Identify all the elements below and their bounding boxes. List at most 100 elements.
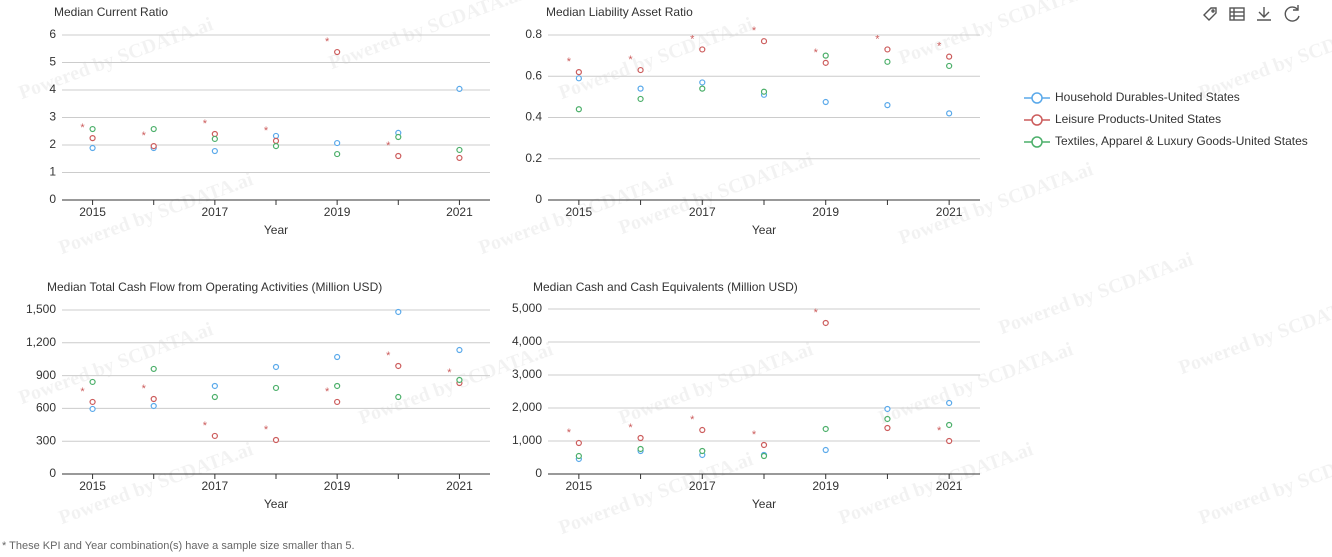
- data-point: [884, 405, 891, 413]
- y-tick-label: 2: [49, 137, 56, 151]
- sample-marker: *: [80, 122, 85, 134]
- y-tick-label: 0.2: [525, 151, 542, 165]
- sample-marker: *: [567, 56, 572, 68]
- data-point: [334, 139, 341, 147]
- data-point: [150, 395, 157, 403]
- tag-button[interactable]: [1203, 7, 1217, 21]
- data-point: [89, 378, 96, 386]
- y-tick-label: 0: [535, 466, 542, 480]
- data-point: [211, 382, 218, 390]
- data-point: [272, 132, 280, 140]
- data-point: [946, 399, 953, 407]
- watermark: Powered by SCDATA.ai: [876, 338, 1077, 429]
- data-point: [334, 48, 341, 56]
- data-point: [699, 46, 706, 53]
- refresh-button[interactable]: [1284, 5, 1300, 22]
- x-axis-label: Year: [752, 497, 776, 511]
- x-tick-label: 2021: [936, 205, 963, 219]
- chart-title: Median Liability Asset Ratio: [546, 5, 693, 19]
- x-axis-label: Year: [264, 223, 288, 237]
- x-axis-label: Year: [264, 497, 288, 511]
- sample-marker: *: [447, 367, 452, 379]
- data-point: [211, 393, 218, 401]
- data-point: [395, 308, 402, 316]
- data-point: [272, 137, 280, 144]
- data-point: [946, 110, 953, 117]
- y-tick-label: 0.8: [525, 27, 542, 41]
- sample-marker: *: [628, 422, 633, 434]
- data-point: [575, 69, 582, 76]
- toolbar: [1203, 5, 1300, 22]
- data-point: [334, 382, 341, 390]
- data-point: [211, 130, 218, 138]
- x-tick-label: 2019: [324, 205, 351, 219]
- sample-marker: *: [628, 54, 633, 66]
- x-axis-label: Year: [752, 223, 776, 237]
- data-point: [456, 376, 463, 384]
- chart-title: Median Current Ratio: [54, 5, 168, 19]
- legend-label: Textiles, Apparel & Luxury Goods-United …: [1055, 134, 1308, 148]
- data-point: [89, 125, 96, 133]
- data-point: [456, 346, 463, 354]
- sample-marker: *: [325, 386, 330, 398]
- watermark: Powered by SCDATA.ai: [1196, 438, 1332, 529]
- x-tick-label: 2015: [566, 205, 593, 219]
- data-point: [699, 447, 706, 455]
- data-point: [89, 144, 96, 152]
- legend-marker: [1031, 114, 1043, 126]
- sample-marker: *: [752, 25, 757, 37]
- watermark: Powered by SCDATA.ai: [556, 448, 757, 539]
- legend-label: Leisure Products-United States: [1055, 112, 1221, 126]
- y-tick-label: 3: [49, 110, 56, 124]
- y-tick-label: 0.4: [525, 110, 542, 124]
- legend-label: Household Durables-United States: [1055, 90, 1240, 104]
- sample-marker: *: [386, 350, 391, 362]
- y-tick-label: 0: [49, 192, 56, 206]
- data-point: [637, 95, 644, 103]
- x-tick-label: 2015: [566, 479, 593, 493]
- y-tick-label: 4,000: [512, 334, 542, 348]
- data-point: [395, 362, 402, 370]
- download-button[interactable]: [1257, 7, 1271, 21]
- sample-marker: *: [875, 33, 880, 45]
- data-point: [946, 437, 953, 445]
- data-point: [822, 319, 829, 327]
- watermark: Powered by SCDATA.ai: [616, 338, 817, 429]
- sample-marker: *: [814, 47, 819, 59]
- sample-marker: *: [937, 41, 942, 53]
- sample-marker: *: [264, 424, 269, 436]
- y-tick-label: 5: [49, 55, 56, 69]
- data-point: [946, 53, 953, 60]
- chart-title: Median Cash and Cash Equivalents (Millio…: [533, 280, 798, 294]
- data-point: [150, 125, 157, 133]
- data-point: [272, 384, 280, 392]
- x-tick-label: 2019: [812, 205, 839, 219]
- data-point: [822, 446, 829, 454]
- sample-marker: *: [80, 386, 85, 398]
- data-point: [456, 146, 463, 154]
- data-point: [760, 38, 768, 45]
- watermark: Powered by SCDATA.ai: [556, 13, 757, 104]
- y-tick-label: 600: [36, 401, 56, 415]
- table-button[interactable]: [1229, 7, 1245, 21]
- x-tick-label: 2021: [446, 205, 473, 219]
- sample-marker: *: [937, 425, 942, 437]
- data-point: [822, 425, 829, 433]
- y-tick-label: 900: [36, 368, 56, 382]
- data-point: [150, 402, 157, 410]
- watermark: Powered by SCDATA.ai: [16, 318, 217, 409]
- y-tick-label: 1,500: [26, 302, 56, 316]
- data-point: [211, 147, 218, 155]
- sample-marker: *: [142, 383, 147, 395]
- data-point: [699, 85, 706, 92]
- data-point: [395, 133, 402, 141]
- data-point: [150, 143, 157, 150]
- sample-marker: *: [203, 420, 208, 432]
- x-tick-label: 2017: [202, 479, 229, 493]
- data-point: [884, 102, 891, 109]
- data-point: [637, 85, 644, 92]
- sample-marker: *: [386, 140, 391, 152]
- y-tick-label: 1,200: [26, 335, 56, 349]
- x-tick-label: 2021: [446, 479, 473, 493]
- watermark: Powered by SCDATA.ai: [996, 248, 1197, 339]
